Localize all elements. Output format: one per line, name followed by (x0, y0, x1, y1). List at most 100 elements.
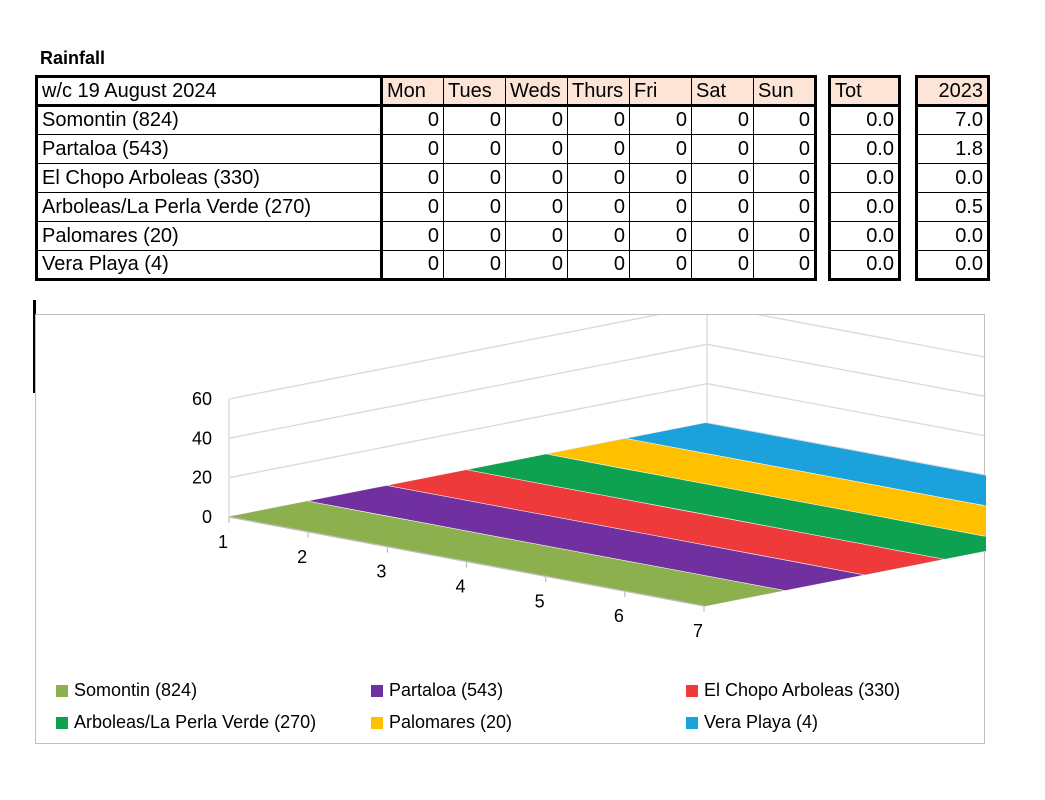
rain-value: 0 (629, 163, 692, 193)
legend-label: Somontin (824) (74, 680, 198, 700)
station-name: Partaloa (543) (35, 134, 382, 164)
total-value: 0.0 (828, 221, 901, 251)
rain-value: 0 (753, 250, 817, 281)
total-value: 0.0 (828, 250, 901, 281)
rain-value: 0 (443, 221, 506, 251)
rain-value: 0 (753, 192, 817, 222)
rain-value: 0 (753, 134, 817, 164)
legend-swatch (686, 684, 698, 697)
rain-value: 0 (443, 250, 506, 281)
bar (968, 498, 986, 506)
day-header: Weds (505, 75, 568, 107)
rainfall-chart: 1 2 3 4 5 6 7 0 20 40 60 Somontin (824) Partaloa (5… (35, 314, 986, 744)
rain-value: 0 (380, 192, 444, 222)
total-header: Tot (828, 75, 901, 107)
rain-value: 0 (505, 134, 568, 164)
legend-label: Palomares (20) (389, 712, 513, 732)
station-name: Arboleas/La Perla Verde (270) (35, 192, 382, 222)
rainfall-table: w/c 19 August 2024 Mon Tues Weds Thurs F… (35, 75, 817, 281)
gridline (228, 315, 986, 400)
legend-swatch (56, 716, 68, 729)
table-row: 0.5 (915, 192, 990, 222)
rain-value: 0 (505, 163, 568, 193)
chart-plot: 1 2 3 4 5 6 7 0 20 40 60 (192, 315, 986, 641)
rain-value: 0 (443, 192, 506, 222)
total-value: 0.0 (828, 134, 901, 164)
table-row: Somontin (824) 0 0 0 0 0 0 0 (35, 105, 817, 135)
y-tick-label: 0 (202, 507, 212, 527)
y-tick-label: 20 (192, 468, 212, 488)
rain-value: 0 (380, 163, 444, 193)
bar (876, 530, 986, 560)
rain-value: 0 (567, 250, 630, 281)
table-row: 0.0 (828, 221, 901, 251)
y-tick-label: 40 (192, 428, 212, 448)
legend-label: Vera Playa (4) (704, 712, 819, 732)
table-row: Palomares (20) 0 0 0 0 0 0 0 (35, 221, 817, 251)
year-value: 0.0 (915, 221, 990, 251)
bar (888, 502, 986, 531)
year-table: 2023 7.0 1.8 0.0 0.5 0.0 0.0 (915, 75, 990, 281)
day-header: Fri (629, 75, 692, 107)
rain-value: 0 (505, 192, 568, 222)
table-row: 0.0 (915, 221, 990, 251)
rain-value: 0 (443, 105, 506, 135)
rain-value: 0 (753, 163, 817, 193)
legend-swatch (686, 716, 698, 729)
legend-swatch (371, 716, 383, 729)
rain-value: 0 (629, 134, 692, 164)
rain-value: 0 (691, 192, 754, 222)
rain-value: 0 (443, 134, 506, 164)
legend-label: El Chopo Arboleas (330) (704, 680, 901, 700)
rain-value: 0 (753, 221, 817, 251)
legend-item: Palomares (20) (371, 712, 512, 733)
rain-value: 0 (629, 192, 692, 222)
rain-value: 0 (567, 134, 630, 164)
legend-item: Vera Playa (4) (686, 712, 818, 733)
rain-value: 0 (691, 250, 754, 281)
legend-swatch (56, 684, 68, 697)
rain-value: 0 (380, 221, 444, 251)
rain-value: 0 (567, 105, 630, 135)
legend-label: Arboleas/La Perla Verde (270) (74, 712, 317, 732)
legend-item: Arboleas/La Perla Verde (270) (56, 712, 316, 733)
table-row: 0.0 (828, 250, 901, 281)
rain-value: 0 (505, 250, 568, 281)
bar (956, 524, 986, 537)
station-name: Vera Playa (4) (35, 250, 382, 281)
x-tick-label: 6 (614, 606, 624, 626)
day-header: Tues (443, 75, 506, 107)
table-row: 0.0 (915, 163, 990, 193)
year-value: 0.0 (915, 250, 990, 281)
legend-item: El Chopo Arboleas (330) (686, 680, 900, 701)
rain-value: 0 (691, 134, 754, 164)
year-value: 7.0 (915, 105, 990, 135)
day-header: Mon (380, 75, 444, 107)
rain-value: 0 (505, 221, 568, 251)
rain-value: 0 (380, 250, 444, 281)
table-row: Partaloa (543) 0 0 0 0 0 0 0 (35, 134, 817, 164)
table-border-line (33, 300, 36, 393)
table-row: 0.0 (828, 192, 901, 222)
week-label: w/c 19 August 2024 (35, 75, 382, 107)
bar (797, 546, 942, 575)
gridline (228, 343, 986, 439)
station-name: Somontin (824) (35, 105, 382, 135)
rain-value: 0 (629, 221, 692, 251)
total-value: 0.0 (828, 105, 901, 135)
rain-value: 0 (629, 105, 692, 135)
rain-value: 0 (567, 192, 630, 222)
rain-value: 0 (567, 221, 630, 251)
table-row: 7.0 (915, 105, 990, 135)
rain-value: 0 (629, 250, 692, 281)
table-header-row: w/c 19 August 2024 Mon Tues Weds Thurs F… (35, 75, 817, 107)
bar (717, 561, 862, 591)
legend-item: Somontin (824) (56, 680, 197, 701)
year-value: 0.5 (915, 192, 990, 222)
page-title: Rainfall (40, 48, 106, 68)
day-header: Thurs (567, 75, 630, 107)
table-header-row: 2023 (915, 75, 990, 107)
x-tick-label: 1 (218, 532, 228, 552)
rain-value: 0 (380, 105, 444, 135)
table-row: 0.0 (828, 105, 901, 135)
